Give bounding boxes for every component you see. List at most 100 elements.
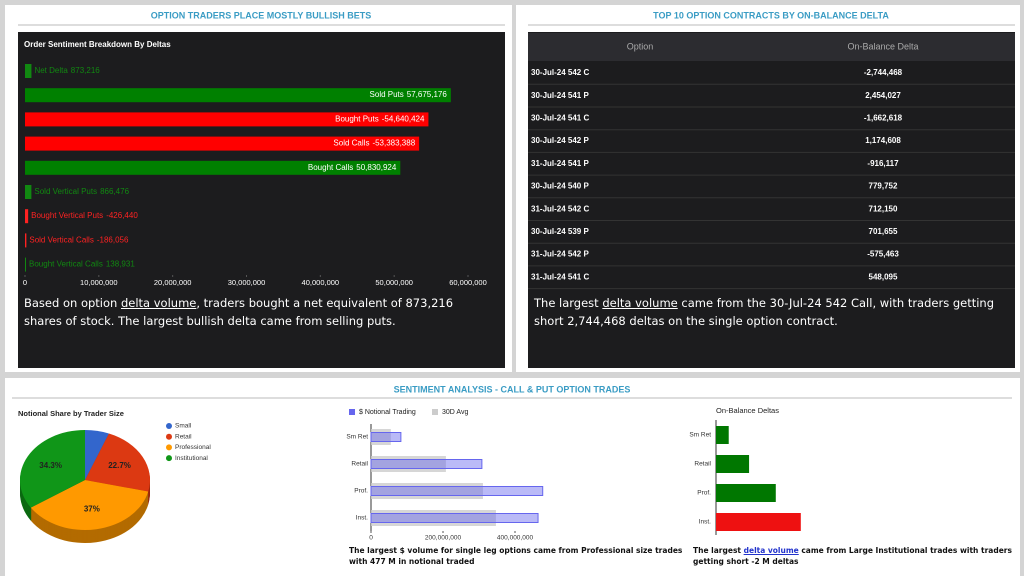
- pie-slice: [19, 430, 85, 508]
- bar: [25, 64, 32, 78]
- cell: 30-Jul-24 542 P: [531, 136, 589, 145]
- cell: 31-Jul-24 542 P: [531, 250, 589, 259]
- legend-label: Small: [175, 423, 192, 430]
- text: The largest: [534, 296, 603, 310]
- text: , traders bought a net equivalent of 873…: [24, 296, 454, 328]
- category-label: Sold Calls: [333, 139, 369, 148]
- x-tick-label: 30,000,000: [228, 278, 266, 287]
- bar-label: Bought Vertical Puts -426,440: [31, 211, 138, 220]
- slice-label: 22.7%: [108, 461, 131, 470]
- category-label: Sold Puts: [370, 90, 404, 99]
- summary: The largest $ volume for single leg opti…: [349, 545, 689, 567]
- x-tick-label: 20,000,000: [154, 278, 192, 287]
- cell: 1,174,608: [865, 136, 901, 145]
- legend-swatch: [432, 409, 438, 415]
- x-tick-label: 0: [23, 278, 27, 287]
- y-tick-label: Prof.: [354, 488, 368, 495]
- y-tick-label: Inst.: [356, 515, 368, 522]
- text: came from Large Institutional trades wit…: [693, 546, 1012, 566]
- link[interactable]: delta volume: [120, 296, 197, 310]
- summary: The largest delta volume came from the 3…: [534, 294, 1004, 330]
- category-label: Sold Vertical Calls: [29, 236, 93, 245]
- x-tick-label: 400,000,000: [497, 535, 534, 542]
- panel-title: OPTION TRADERS PLACE MOSTLY BULLISH BETS: [151, 10, 372, 20]
- text: Based on option: [24, 296, 121, 310]
- value-label: 50,830,924: [356, 163, 397, 172]
- cell: 30-Jul-24 539 P: [531, 227, 589, 236]
- pie-slice: [85, 429, 109, 480]
- category-label: Bought Puts: [335, 115, 379, 124]
- bar: [716, 484, 776, 502]
- category-label: Bought Vertical Calls: [29, 260, 103, 269]
- bar: [370, 486, 544, 496]
- legend-label: Professional: [175, 444, 211, 451]
- category-label: Net Delta: [34, 66, 68, 75]
- bar: [25, 88, 451, 103]
- bar: [370, 459, 483, 469]
- text: The largest $ volume for single leg opti…: [349, 546, 683, 566]
- value-label: 866,476: [100, 187, 129, 196]
- cell: 31-Jul-24 542 C: [531, 204, 589, 213]
- cell: 30-Jul-24 540 P: [531, 182, 589, 191]
- value-label: -54,640,424: [382, 115, 425, 124]
- bar: [25, 160, 401, 175]
- legend-swatch: [166, 444, 172, 451]
- panel-title: TOP 10 OPTION CONTRACTS BY ON-BALANCE DE…: [653, 10, 889, 20]
- value-label: 138,931: [106, 260, 135, 269]
- bar: [716, 455, 750, 473]
- x-tick-label: 50,000,000: [375, 278, 413, 287]
- legend-label: $ Notional Trading: [359, 409, 416, 416]
- cell: 30-Jul-24 542 C: [531, 68, 589, 77]
- slice-label: 34.3%: [39, 461, 62, 470]
- legend-swatch: [166, 433, 172, 440]
- bar: [25, 112, 429, 127]
- legend-label: Institutional: [175, 455, 208, 462]
- column-header: Option: [627, 41, 654, 51]
- bar: [25, 185, 32, 199]
- x-tick-label: 0: [369, 535, 373, 542]
- y-tick-label: Sm Ret: [346, 434, 368, 441]
- cell: 712,150: [869, 204, 898, 213]
- cell: 701,655: [869, 227, 898, 236]
- value-label: -186,056: [97, 236, 129, 245]
- text: The largest: [693, 546, 744, 555]
- cell: 2,454,027: [865, 91, 901, 100]
- bar-label: Bought Puts -54,640,424: [335, 115, 425, 124]
- value-label: 873,216: [71, 66, 100, 75]
- pie-slice: [30, 480, 149, 530]
- bar-label: Sold Vertical Puts 866,476: [34, 187, 129, 196]
- legend-label: Retail: [175, 433, 192, 440]
- text: came from the 30-Jul-24 542 Call, with t…: [534, 296, 995, 328]
- bar-label: Net Delta 873,216: [34, 66, 100, 75]
- bar: [25, 233, 27, 248]
- chart-title: On-Balance Deltas: [716, 406, 779, 415]
- bar: [25, 209, 29, 224]
- column-header: On-Balance Delta: [847, 41, 918, 51]
- link[interactable]: delta volume: [602, 296, 678, 310]
- bar: [716, 426, 729, 444]
- x-tick-label: 60,000,000: [449, 278, 487, 287]
- x-tick-label: 40,000,000: [302, 278, 340, 287]
- value-label: 57,675,176: [407, 90, 448, 99]
- cell: 31-Jul-24 541 C: [531, 272, 589, 281]
- dark-card: [18, 32, 505, 368]
- bar-label: Sold Calls -53,383,388: [333, 139, 415, 148]
- cell: 548,095: [869, 272, 898, 281]
- bar-label: Sold Vertical Calls -186,056: [29, 236, 129, 245]
- value-label: -426,440: [106, 211, 138, 220]
- bar: [716, 513, 801, 531]
- x-tick-label: 200,000,000: [425, 535, 462, 542]
- link[interactable]: delta volume: [743, 546, 799, 555]
- panel: [5, 378, 1020, 576]
- pie-slice: [85, 433, 150, 492]
- bar-label: Bought Vertical Calls 138,931: [29, 260, 135, 269]
- category-label: Bought Calls: [308, 163, 353, 172]
- summary: Based on option delta volume, traders bo…: [24, 294, 494, 330]
- table-header: [528, 33, 1015, 61]
- category-label: Sold Vertical Puts: [34, 187, 97, 196]
- bar: [25, 257, 27, 272]
- x-tick-label: 10,000,000: [80, 278, 118, 287]
- chart-title: Order Sentiment Breakdown By Deltas: [24, 40, 171, 49]
